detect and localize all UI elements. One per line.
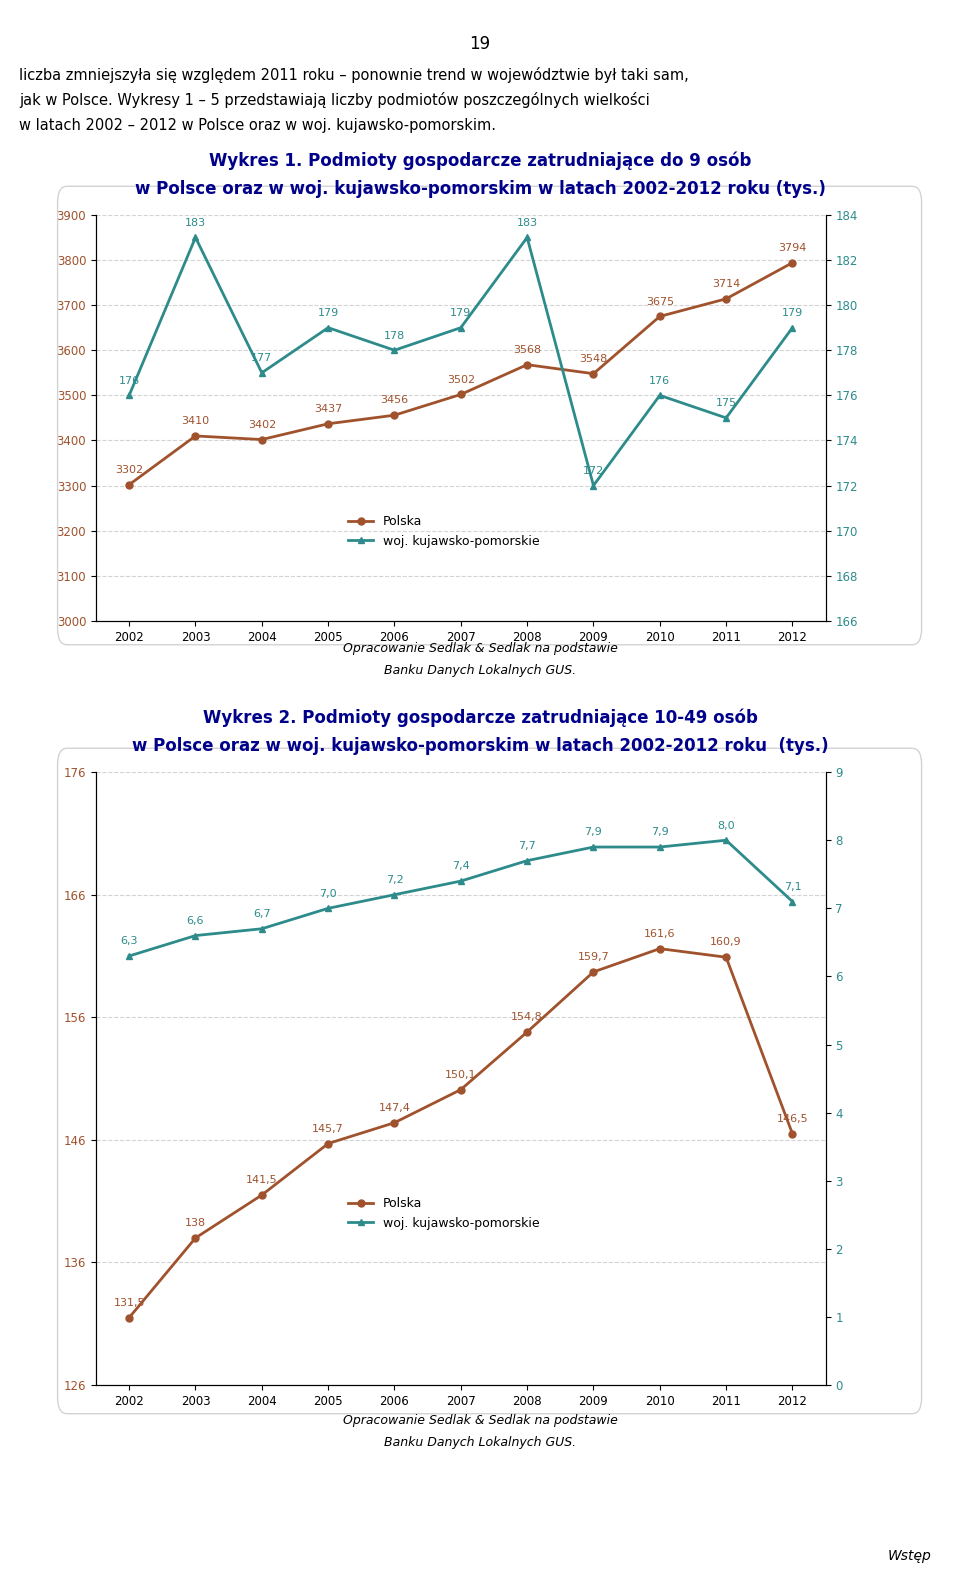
Text: liczba zmniejszyła się względem 2011 roku – ponownie trend w województwie był ta: liczba zmniejszyła się względem 2011 rok… [19,67,689,83]
Text: 3402: 3402 [248,420,276,430]
Text: 3302: 3302 [115,465,143,474]
Text: 183: 183 [516,218,538,228]
Text: jak w Polsce. Wykresy 1 – 5 przedstawiają liczby podmiotów poszczególnych wielko: jak w Polsce. Wykresy 1 – 5 przedstawiaj… [19,92,650,108]
Text: 3714: 3714 [712,279,740,290]
Text: Opracowanie Sedlak & Sedlak na podstawie: Opracowanie Sedlak & Sedlak na podstawie [343,1414,617,1426]
Text: 6,6: 6,6 [187,915,204,927]
Legend: Polska, woj. kujawsko-pomorskie: Polska, woj. kujawsko-pomorskie [343,1192,544,1234]
Text: 3675: 3675 [646,296,674,307]
Text: 6,7: 6,7 [253,909,271,919]
Legend: Polska, woj. kujawsko-pomorskie: Polska, woj. kujawsko-pomorskie [343,511,544,552]
Text: 3437: 3437 [314,404,343,414]
Text: w latach 2002 – 2012 w Polsce oraz w woj. kujawsko-pomorskim.: w latach 2002 – 2012 w Polsce oraz w woj… [19,118,496,132]
Text: 3568: 3568 [513,345,541,355]
Text: 159,7: 159,7 [578,952,610,962]
Text: 176: 176 [649,376,670,385]
Text: 177: 177 [252,353,273,363]
Text: 160,9: 160,9 [710,938,742,947]
Text: 175: 175 [715,398,736,408]
Text: 179: 179 [318,307,339,318]
Text: 154,8: 154,8 [512,1013,543,1022]
Text: 145,7: 145,7 [312,1124,344,1134]
Text: 7,9: 7,9 [651,828,669,837]
Text: 176: 176 [119,376,140,385]
Text: 7,1: 7,1 [783,882,802,892]
Text: 179: 179 [450,307,471,318]
Text: 3410: 3410 [181,416,209,427]
Text: 3548: 3548 [579,353,608,365]
Text: 19: 19 [469,35,491,53]
Text: 8,0: 8,0 [717,820,735,831]
Text: Banku Danych Lokalnych GUS.: Banku Danych Lokalnych GUS. [384,664,576,677]
Text: 146,5: 146,5 [777,1114,808,1124]
Text: 178: 178 [384,331,405,341]
Text: 3794: 3794 [779,244,806,253]
Text: 7,2: 7,2 [386,876,403,885]
Text: Banku Danych Lokalnych GUS.: Banku Danych Lokalnych GUS. [384,1436,576,1449]
Text: Opracowanie Sedlak & Sedlak na podstawie: Opracowanie Sedlak & Sedlak na podstawie [343,642,617,654]
Text: 172: 172 [583,466,604,476]
Text: 7,0: 7,0 [320,888,337,898]
Text: 179: 179 [781,307,804,318]
Text: 183: 183 [185,218,206,228]
Text: 161,6: 161,6 [644,928,676,939]
Text: 131,5: 131,5 [113,1297,145,1309]
Text: w Polsce oraz w woj. kujawsko-pomorskim w latach 2002-2012 roku (tys.): w Polsce oraz w woj. kujawsko-pomorskim … [134,180,826,197]
Text: 147,4: 147,4 [378,1103,411,1113]
Text: 7,9: 7,9 [585,828,602,837]
Text: Wykres 1. Podmioty gospodarcze zatrudniające do 9 osób: Wykres 1. Podmioty gospodarcze zatrudnia… [209,151,751,170]
Text: 3456: 3456 [380,395,409,406]
Text: 3502: 3502 [446,374,475,385]
Text: Wykres 2. Podmioty gospodarcze zatrudniające 10-49 osób: Wykres 2. Podmioty gospodarcze zatrudnia… [203,708,757,728]
Text: 150,1: 150,1 [445,1070,476,1079]
Text: 6,3: 6,3 [120,936,138,946]
Text: w Polsce oraz w woj. kujawsko-pomorskim w latach 2002-2012 roku  (tys.): w Polsce oraz w woj. kujawsko-pomorskim … [132,737,828,755]
Text: 141,5: 141,5 [246,1175,277,1186]
Text: 7,4: 7,4 [452,861,469,871]
Text: 7,7: 7,7 [518,841,536,852]
Text: Wstęp: Wstęp [887,1549,931,1563]
Text: 138: 138 [185,1218,206,1227]
